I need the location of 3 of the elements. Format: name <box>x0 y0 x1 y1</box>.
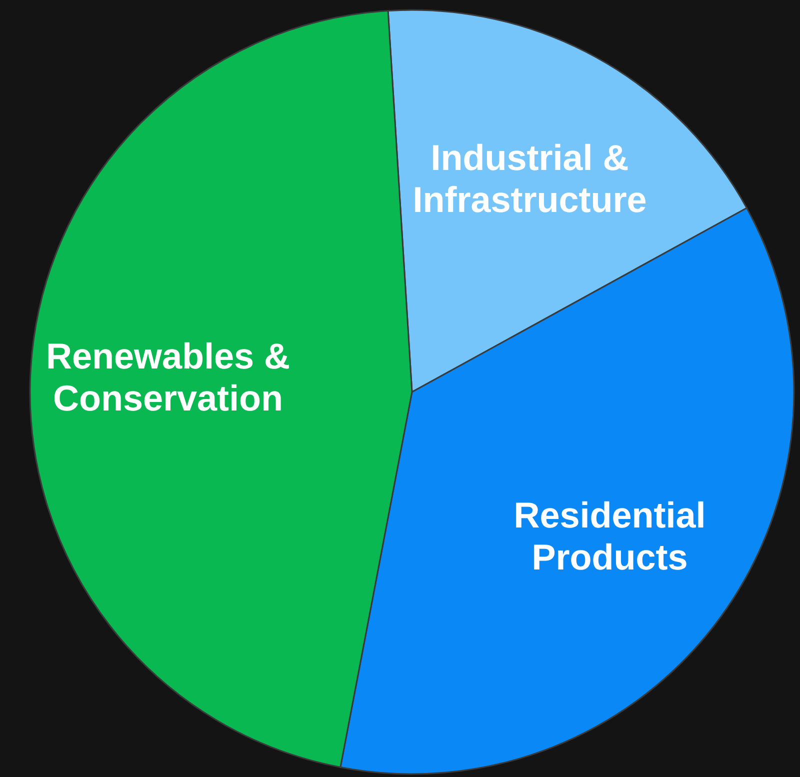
slice-label: Renewables & Conservation <box>46 336 290 419</box>
slice-label: Residential Products <box>514 494 706 578</box>
slice-label: Industrial & Infrastructure <box>412 136 647 220</box>
